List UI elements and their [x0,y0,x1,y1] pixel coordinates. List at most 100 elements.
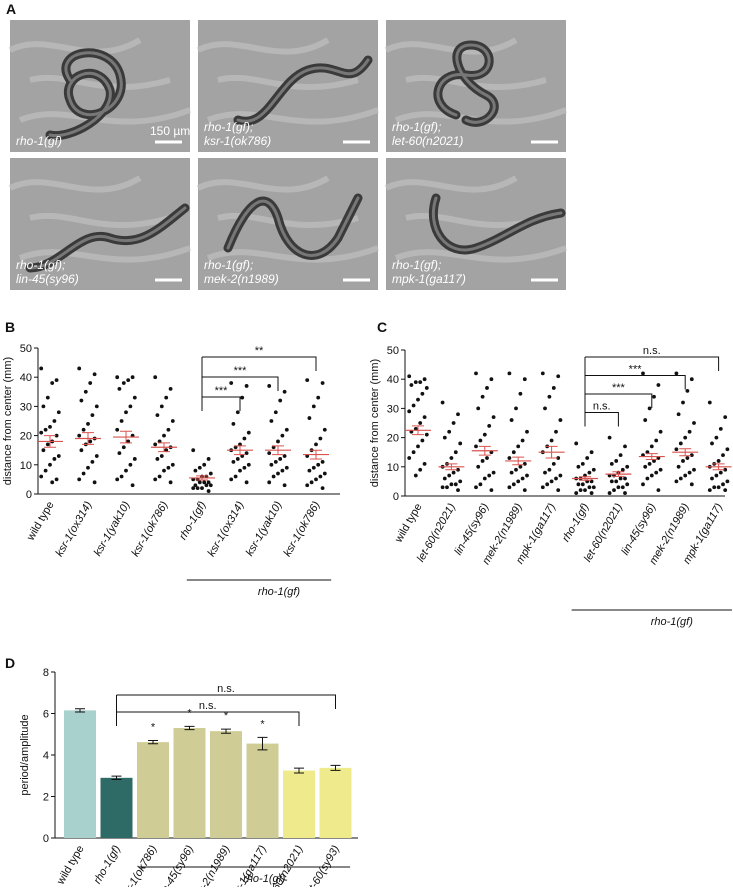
data-point [318,436,323,441]
image-label: rho-1(gf); [16,258,65,272]
data-point [489,488,494,493]
y-tick-label: 40 [20,372,32,384]
data-point [518,464,523,469]
data-point [229,477,234,482]
data-point [153,442,158,447]
data-point [509,470,514,475]
data-point [90,459,95,464]
data-point [656,488,661,493]
data-point [92,480,97,485]
data-point [309,480,314,485]
micrograph: rho-1(gf);let-60(n2021) [384,20,568,152]
data-point [424,386,429,390]
data-point [416,444,420,449]
data-point [652,459,656,463]
data-point [520,476,525,481]
image-label: rho-1(gf); [204,120,253,134]
data-point [707,488,712,493]
data-point [489,377,494,382]
data-point [649,444,654,449]
data-point [320,459,325,464]
data-point [282,483,287,488]
data-point [511,482,516,487]
y-tick-label: 0 [393,491,399,503]
data-point [643,418,648,422]
data-point [674,371,679,376]
texture [18,245,192,263]
data-point [240,395,245,400]
x-tick-label: wild type [54,844,86,888]
data-point [587,470,592,475]
data-point [235,410,240,415]
error-bar [44,435,56,448]
data-point [267,480,272,485]
data-point [723,467,728,472]
data-point [712,485,717,490]
data-point [520,438,525,443]
data-point [716,485,721,490]
data-point [54,378,59,383]
error-bar [221,728,231,734]
data-point [197,480,202,485]
bracket-label: *** [234,365,248,377]
data-point [153,375,158,380]
data-point [451,421,456,425]
data-point [678,441,683,446]
texture [196,37,330,55]
data-point [442,476,447,481]
data-point [609,479,614,484]
data-point [707,400,712,405]
data-point [267,451,272,456]
data-point [576,482,581,487]
data-point [314,442,318,447]
data-point [191,448,196,453]
error-bar [445,463,458,471]
data-point [307,416,312,420]
data-point [554,429,558,434]
data-point [231,422,236,426]
data-point [316,395,321,400]
data-point [558,418,563,422]
error-bar [579,476,591,481]
error-bar [645,453,658,460]
data-point [320,381,325,385]
x-tick-label: let-60(sy93) [303,843,343,887]
bar [100,777,133,838]
group-label: rho-1(gf) [651,616,694,628]
data-point [39,430,44,435]
data-point [687,429,692,434]
data-point [79,398,84,403]
data-point [647,461,652,466]
data-point [43,468,48,473]
data-point [56,454,61,458]
y-tick-label: 4 [43,750,49,762]
data-point [580,461,585,466]
texture [8,37,142,55]
data-point [478,482,483,487]
data-point [514,467,518,472]
worm-highlight [431,196,563,252]
data-point [94,404,99,409]
data-point [267,384,272,388]
data-point [130,483,135,488]
data-point [551,461,556,466]
data-point [623,444,627,449]
data-point [607,435,612,440]
data-point [656,383,661,387]
data-point [157,474,162,479]
error-bar [294,767,304,774]
error-bar [82,432,94,445]
data-point [456,488,460,493]
image-label: mpk-1(ga117) [392,272,466,286]
y-tick-label: 2 [43,792,49,804]
x-tick-label: ksr-1(ok786) [281,499,322,559]
bracket [585,393,653,408]
x-tick-label: ksr-1(ok786) [118,843,159,887]
data-point [618,476,623,481]
data-point [41,404,46,409]
data-point [516,444,521,449]
bracket [116,694,336,709]
data-point [652,394,656,399]
data-point [654,438,659,443]
data-point [235,457,240,461]
